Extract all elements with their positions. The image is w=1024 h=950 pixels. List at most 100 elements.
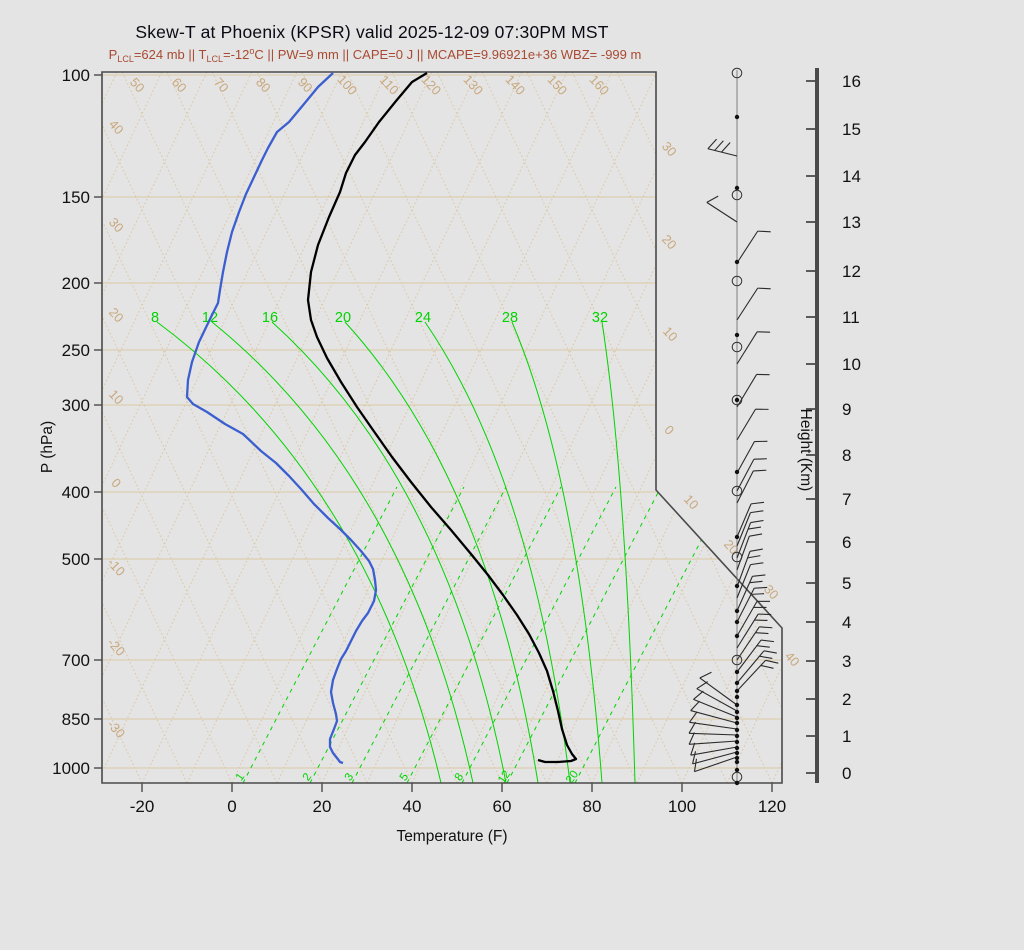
height-tick-label: 4 xyxy=(842,613,851,632)
mixing-ratio-line xyxy=(309,486,465,783)
wind-barb-staff xyxy=(689,732,738,736)
wind-barb-staff xyxy=(689,740,738,745)
wind-barb-tick xyxy=(699,671,712,679)
pressure-tick-label: 700 xyxy=(62,651,90,670)
pressure-tick-label: 300 xyxy=(62,396,90,415)
wind-barb-tick xyxy=(689,711,698,723)
mixing-ratio-label: 1 xyxy=(234,771,248,783)
pressure-tick-label: 1000 xyxy=(52,759,90,778)
isotherm-line xyxy=(102,72,433,783)
adiabat-line xyxy=(102,72,188,783)
height-tick-label: 5 xyxy=(842,574,851,593)
isotherm-line xyxy=(102,72,253,783)
wind-barb-tick xyxy=(753,469,767,472)
height-tick-label: 11 xyxy=(842,308,860,327)
adiabat-line xyxy=(346,72,683,783)
wind-level-dot xyxy=(734,680,740,686)
wind-level-dot xyxy=(734,669,740,675)
isotherm-label-top: 160 xyxy=(586,72,612,98)
pressure-gridlines xyxy=(102,74,782,769)
temperature-tick-label: 0 xyxy=(227,797,236,816)
wind-level-dot xyxy=(734,767,740,773)
moist-adiabats-and-mixing-ratio-lines xyxy=(156,321,730,783)
height-tick-label: 8 xyxy=(842,446,851,465)
temperature-curve xyxy=(306,72,578,764)
parameters-segment: =624 mb || T xyxy=(133,47,207,62)
height-tick-label: 10 xyxy=(842,355,861,374)
mixing-ratio-line xyxy=(461,486,617,783)
wind-barb-staff xyxy=(692,751,738,765)
wind-level-dot xyxy=(734,259,740,265)
chart-title: Skew-T at Phoenix (KPSR) valid 2025-12-0… xyxy=(135,22,609,42)
wind-barb-tick xyxy=(693,758,698,772)
isotherm-label-top: 110 xyxy=(377,72,402,97)
pressure-tick-label: 100 xyxy=(62,66,90,85)
height-tick-label: 16 xyxy=(842,72,861,91)
isotherm-line xyxy=(366,72,703,783)
wind-barb-tick xyxy=(752,574,766,577)
isotherm-label-top: 150 xyxy=(544,72,570,98)
moist-adiabat-label: 32 xyxy=(592,310,608,326)
wind-level-dot xyxy=(734,759,740,765)
wind-level-dot xyxy=(734,534,740,540)
isotherm-line xyxy=(0,72,72,783)
isotherm-line xyxy=(102,72,163,783)
wind-barb-staff xyxy=(690,746,738,756)
wind-barb-tick xyxy=(688,721,697,734)
wind-barb-tick xyxy=(760,664,774,669)
wind-level-circle xyxy=(731,394,743,406)
adiabat-line xyxy=(102,72,413,783)
parameters-segment: LCL xyxy=(117,54,134,64)
moist-adiabat-label: 28 xyxy=(502,310,518,326)
adiabat-line xyxy=(102,72,368,783)
temperature-tick-label: 80 xyxy=(583,797,602,816)
adiabat-line xyxy=(121,72,458,783)
isotherm-label-right: 0 xyxy=(661,422,677,438)
isotherm-line xyxy=(102,72,388,783)
moist-adiabat-line xyxy=(156,321,442,783)
wind-barb-staff xyxy=(736,551,751,588)
isotherm-label-left: 20 xyxy=(106,305,127,326)
pressure-tick-label: 850 xyxy=(62,710,90,729)
moist-adiabat-line xyxy=(211,321,474,783)
x-axis-title: Temperature (F) xyxy=(396,828,507,845)
wind-barb-tick xyxy=(759,655,773,659)
wind-barb-tick xyxy=(696,681,708,690)
isotherm-line xyxy=(456,72,782,783)
temperature-tick-label: 40 xyxy=(403,797,422,816)
mixing-ratio-labels: 8 12 16 20 24 28 321 2 3 5 8 12 20 xyxy=(151,310,608,786)
isotherm-label-top: 50 xyxy=(127,75,148,96)
isotherm-label-top: 80 xyxy=(253,75,274,96)
wind-level-dot xyxy=(734,583,740,589)
wind-barb-staff xyxy=(736,230,759,264)
wind-barb-staff xyxy=(736,587,755,623)
temperature-tick-label: -20 xyxy=(130,797,155,816)
isotherm-label-right: 40 xyxy=(782,649,803,670)
wind-barb-staff xyxy=(706,201,738,223)
wind-barb-staff xyxy=(736,522,752,559)
isotherm-label-right: 10 xyxy=(660,324,681,345)
sounding-curves xyxy=(185,72,578,765)
moist-adiabat-label: 24 xyxy=(415,310,431,326)
dewpoint-curve xyxy=(185,72,378,765)
wind-barb-staff xyxy=(736,659,767,692)
adiabat-line xyxy=(102,72,233,783)
wind-level-dot xyxy=(734,709,740,715)
wind-barb-tick xyxy=(749,580,763,584)
wind-barb-staff xyxy=(689,721,738,730)
isotherm-label-right: 20 xyxy=(659,232,680,253)
isotherm-adiabat-grid xyxy=(0,72,1024,783)
wind-barb-staff xyxy=(736,503,752,538)
isotherm-label-top: 60 xyxy=(169,75,190,96)
mixing-ratio-label: 5 xyxy=(398,771,412,783)
mixing-ratio-line xyxy=(242,486,398,783)
plot-border xyxy=(101,71,783,784)
wind-level-dot xyxy=(734,694,740,700)
isotherm-label-top: 100 xyxy=(334,72,360,98)
wind-barb-staff xyxy=(736,470,754,504)
wind-level-dot xyxy=(734,702,740,708)
adiabat-line xyxy=(797,72,1024,783)
wind-barb-tick xyxy=(757,230,771,233)
